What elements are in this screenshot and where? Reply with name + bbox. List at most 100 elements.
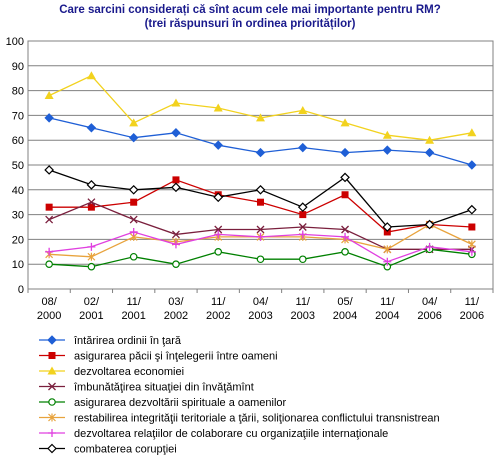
data-point — [44, 91, 54, 100]
x-tick-label: 11/ — [211, 296, 226, 308]
data-point — [467, 160, 477, 170]
legend-entry: asigurarea dezvoltării spirituale a oame… — [39, 397, 287, 409]
data-point — [171, 240, 180, 249]
data-point — [44, 113, 54, 123]
data-point — [214, 225, 223, 234]
x-tick-label: 03/ — [168, 296, 184, 308]
data-point — [45, 260, 53, 269]
gridlines — [28, 65, 493, 265]
data-point — [297, 202, 308, 213]
data-point — [340, 118, 350, 127]
data-point — [257, 198, 264, 206]
y-tick-label: 30 — [12, 210, 24, 222]
data-point — [129, 227, 138, 236]
data-point — [86, 179, 97, 190]
data-point — [48, 429, 56, 437]
data-point — [48, 352, 56, 359]
data-point — [424, 147, 435, 158]
chart-subtitle: (trei răspunsuri în ordinea prioritățilo… — [145, 18, 356, 30]
legend-entry: dezvoltarea economiei — [39, 366, 184, 378]
legend-label: dezvoltarea relaţiilor de colaborare cu … — [74, 428, 388, 440]
x-tick-label: 11/ — [126, 296, 141, 308]
x-tick-label: 2002 — [164, 310, 188, 322]
data-point — [298, 142, 308, 153]
data-point — [47, 443, 57, 454]
chart-title: Care sarcini considerați că sînt acum ce… — [59, 4, 441, 16]
y-tick-label: 40 — [12, 185, 24, 197]
data-point — [256, 113, 265, 122]
data-point — [45, 215, 54, 224]
data-point — [172, 176, 180, 184]
data-point — [382, 222, 393, 232]
data-point — [383, 245, 392, 254]
x-tick-label: 05/ — [337, 296, 353, 308]
legend-entry: asigurarea păcii şi înţelegerii între oa… — [39, 351, 278, 363]
data-point — [298, 105, 308, 114]
x-tick-label: 08/ — [41, 296, 57, 308]
data-point — [87, 242, 96, 251]
legend-label: întărirea ordinii în ţară — [73, 335, 182, 347]
data-point — [171, 182, 181, 193]
data-point — [382, 130, 392, 139]
data-point — [213, 103, 223, 112]
x-tick-label: 04/ — [422, 296, 438, 308]
data-point — [171, 128, 181, 138]
data-point — [340, 172, 350, 183]
data-point — [213, 140, 223, 150]
data-point — [48, 382, 56, 391]
data-point — [382, 145, 393, 155]
y-axis: 0 10 20 30 40 50 60 70 80 90 100 — [6, 36, 24, 296]
data-point — [172, 260, 180, 269]
data-point — [213, 192, 224, 203]
data-point — [45, 247, 54, 256]
y-tick-label: 10 — [12, 259, 24, 271]
y-tick-label: 100 — [6, 36, 24, 48]
data-point — [48, 398, 56, 406]
data-point — [87, 262, 96, 271]
data-point — [256, 255, 265, 264]
y-tick-label: 60 — [12, 135, 24, 147]
x-tick-label: 2003 — [248, 310, 272, 322]
series-8 — [44, 165, 477, 232]
data-point — [467, 240, 476, 249]
legend-entry: întărirea ordinii în ţară — [39, 335, 182, 347]
x-tick-label: 11/ — [296, 296, 311, 308]
data-point — [87, 198, 96, 207]
data-point — [87, 252, 96, 261]
legend-entry: restabilirea integrităţii teritoriale a … — [39, 413, 440, 425]
data-point — [383, 257, 392, 266]
data-point — [86, 71, 96, 80]
data-point — [341, 191, 349, 199]
data-point — [171, 230, 180, 239]
x-tick-label: 02/ — [84, 296, 100, 308]
x-tick-label: 2003 — [291, 310, 315, 322]
data-point — [467, 204, 477, 215]
y-tick-label: 20 — [12, 234, 24, 246]
data-point — [467, 247, 476, 256]
x-tick-label: 2001 — [121, 310, 145, 322]
data-point — [129, 118, 139, 127]
data-point — [383, 228, 391, 236]
y-tick-label: 90 — [12, 61, 24, 73]
x-tick-label: 2004 — [333, 310, 357, 322]
data-point — [130, 198, 138, 206]
data-point — [214, 230, 223, 239]
data-point — [45, 203, 53, 211]
legend-label: combaterea corupţiei — [74, 444, 177, 456]
data-point — [129, 252, 138, 261]
data-point — [44, 165, 54, 175]
y-tick-label: 80 — [12, 86, 24, 98]
data-point — [298, 255, 307, 264]
data-point — [425, 242, 434, 251]
x-axis: 08/2000 02/2001 11/2001 03/2002 11/2002 04/20… — [27, 289, 494, 322]
data-point — [255, 184, 266, 195]
data-point — [424, 219, 435, 230]
x-tick-label: 2006 — [417, 310, 441, 322]
legend-label: dezvoltarea economiei — [74, 366, 184, 378]
data-point — [128, 184, 139, 195]
legend-entry: dezvoltarea relaţiilor de colaborare cu … — [39, 428, 388, 440]
data-point — [340, 147, 350, 158]
legend-entry: îmbunătăţirea situaţiei din învăţămînt — [39, 382, 254, 394]
legend-label: restabilirea integrităţii teritoriale a … — [74, 413, 440, 425]
